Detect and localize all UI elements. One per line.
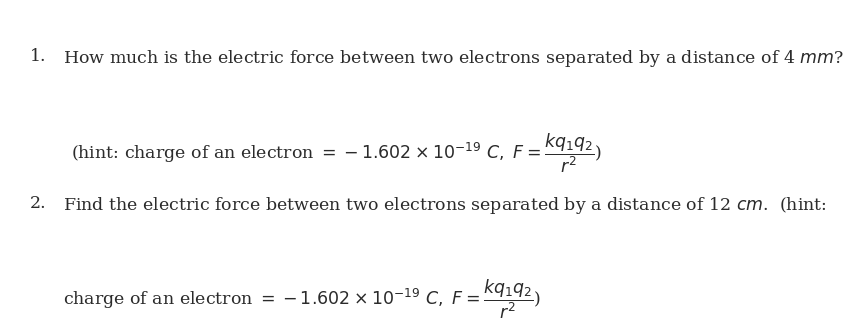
Text: How much is the electric force between two electrons separated by a distance of : How much is the electric force between t…: [63, 48, 844, 69]
Text: 2.: 2.: [29, 195, 46, 212]
Text: charge of an electron $= -1.602 \times 10^{-19}\ C,\ F = \dfrac{kq_1q_2}{r^2}$): charge of an electron $= -1.602 \times 1…: [63, 277, 541, 321]
Text: (hint: charge of an electron $= -1.602 \times 10^{-19}\ C,\ F = \dfrac{kq_1q_2}{: (hint: charge of an electron $= -1.602 \…: [72, 131, 603, 175]
Text: 1.: 1.: [29, 48, 46, 65]
Text: Find the electric force between two electrons separated by a distance of 12 $\ma: Find the electric force between two elec…: [63, 195, 827, 216]
